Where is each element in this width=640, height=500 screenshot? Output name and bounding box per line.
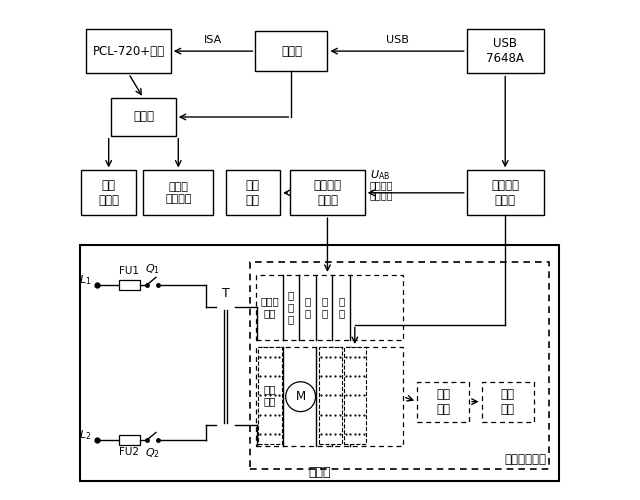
Text: 附件
线圈: 附件 线圈 — [264, 384, 276, 406]
Bar — [225, 170, 280, 215]
Bar — [250, 262, 548, 469]
Text: 分合闸
开关电路: 分合闸 开关电路 — [165, 182, 191, 204]
Text: FU1: FU1 — [119, 266, 139, 276]
Bar — [257, 347, 403, 446]
Bar — [118, 280, 140, 290]
Text: 操作
机构: 操作 机构 — [436, 388, 450, 415]
Text: 霍尔电流
传感器: 霍尔电流 传感器 — [492, 179, 519, 207]
Text: USB
7648A: USB 7648A — [486, 37, 524, 65]
Bar — [255, 31, 328, 71]
Text: 继电器
触点: 继电器 触点 — [260, 296, 279, 318]
Text: $Q_2$: $Q_2$ — [145, 446, 160, 460]
Text: USB: USB — [386, 35, 408, 45]
Bar — [344, 347, 365, 444]
Bar — [81, 170, 136, 215]
Text: 欠
电
压: 欠 电 压 — [288, 290, 294, 324]
Text: 锁相
模块: 锁相 模块 — [246, 179, 260, 207]
Text: ISA: ISA — [204, 35, 222, 45]
Text: 触头
系统: 触头 系统 — [500, 388, 515, 415]
Text: $L_1$: $L_1$ — [79, 273, 92, 286]
Text: 分
闸: 分 闸 — [338, 296, 344, 318]
Bar — [290, 170, 365, 215]
Bar — [481, 382, 534, 422]
Text: PCL-720+板卡: PCL-720+板卡 — [93, 44, 164, 58]
Bar — [81, 245, 559, 481]
Text: $U_{\rm AB}$: $U_{\rm AB}$ — [370, 168, 390, 182]
Bar — [467, 28, 544, 74]
Bar — [86, 28, 171, 74]
Text: 回路电压: 回路电压 — [370, 190, 393, 200]
Text: $L_2$: $L_2$ — [79, 428, 92, 442]
Bar — [111, 98, 176, 136]
Text: T: T — [221, 286, 229, 300]
Bar — [258, 347, 282, 444]
Text: 操作附件: 操作附件 — [370, 180, 393, 190]
Bar — [118, 435, 140, 445]
Text: 固态
继电器: 固态 继电器 — [98, 179, 119, 207]
Text: 控制台: 控制台 — [308, 466, 331, 478]
Text: FU2: FU2 — [119, 448, 139, 458]
Bar — [467, 170, 544, 215]
Bar — [143, 170, 213, 215]
Bar — [417, 382, 469, 422]
Text: M: M — [296, 390, 306, 403]
Text: 万能式断路器: 万能式断路器 — [504, 454, 546, 466]
Text: 电
操: 电 操 — [305, 296, 310, 318]
Bar — [257, 275, 403, 340]
Text: 工控机: 工控机 — [281, 44, 302, 58]
Text: 霍尔电压
传感器: 霍尔电压 传感器 — [314, 179, 342, 207]
Text: 单片机: 单片机 — [133, 110, 154, 124]
Text: $Q_1$: $Q_1$ — [145, 262, 160, 276]
Text: 合
闸: 合 闸 — [321, 296, 327, 318]
Bar — [319, 347, 342, 444]
